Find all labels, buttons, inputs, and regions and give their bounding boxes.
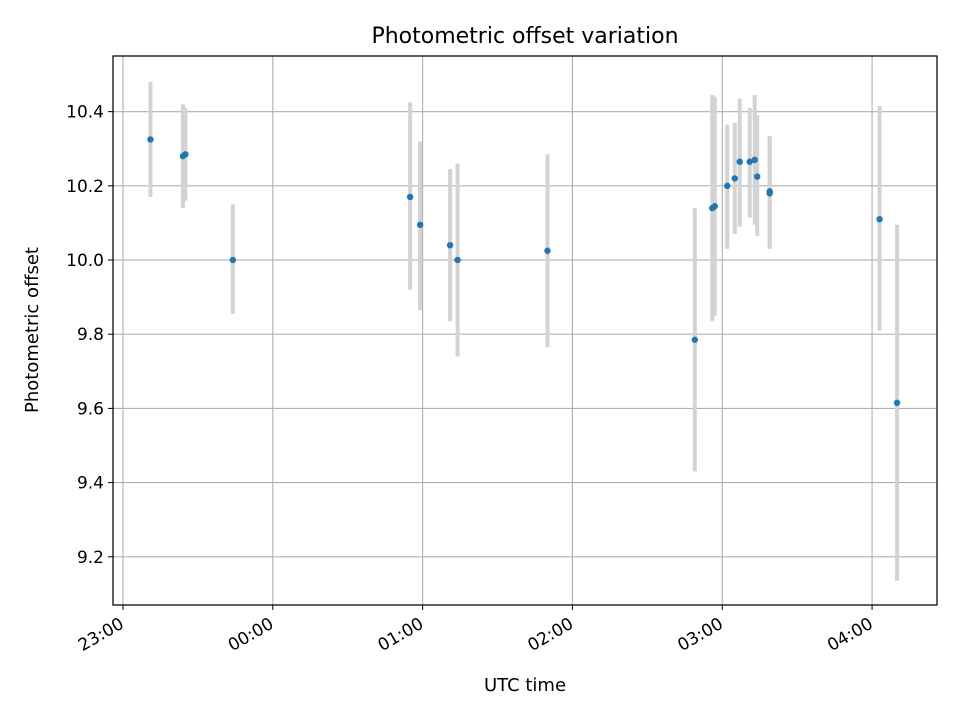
data-point [711, 203, 718, 210]
chart-title: Photometric offset variation [371, 24, 678, 49]
data-point [736, 158, 743, 165]
y-tick-label: 9.2 [77, 548, 104, 568]
data-point [876, 216, 883, 223]
data-point [691, 336, 698, 343]
axes-frame [112, 55, 938, 606]
data-point [454, 256, 461, 264]
data-point [182, 151, 189, 158]
plot-area: 23:00 00:00 01:00 02:00 03:00 04:00 9.29.49.6… [66, 55, 938, 656]
data-point [544, 247, 551, 254]
data-point [147, 136, 154, 143]
data-point [724, 182, 731, 190]
data-point [416, 221, 424, 228]
y-axis-ticks: 9.2 9.4 9.6 9.8 10.0 10.2 10.4 [66, 103, 113, 568]
y-tick-label: 10.0 [66, 251, 104, 271]
y-tick-label: 10.2 [66, 177, 104, 197]
data-point [746, 158, 753, 165]
y-tick-label: 9.4 [77, 474, 104, 494]
y-tick-label: 10.4 [66, 103, 104, 123]
y-tick-label: 9.8 [77, 325, 104, 345]
data-point [751, 156, 758, 164]
grid-lines [113, 56, 937, 605]
data-point [893, 399, 901, 407]
x-axis-label: UTC time [484, 675, 566, 696]
data-point [766, 188, 773, 195]
y-tick-label: 9.6 [77, 399, 104, 419]
y-axis-label: Photometric offset [22, 247, 43, 413]
data-points [147, 136, 901, 407]
data-point [229, 256, 237, 264]
data-point [731, 175, 738, 182]
data-point [754, 173, 761, 180]
data-point [406, 193, 414, 201]
axes-background [113, 56, 937, 605]
data-point [446, 241, 454, 249]
